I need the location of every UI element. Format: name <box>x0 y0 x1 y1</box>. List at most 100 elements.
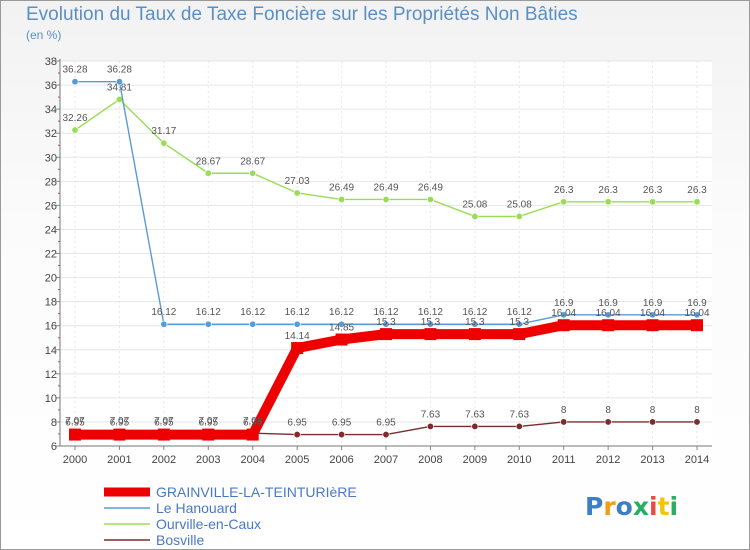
data-label: 15.3 <box>376 317 396 328</box>
data-point <box>293 320 301 328</box>
axes: 6 8 10 12 14 16 18 20 22 24 26 28 30 32 34 36 38 2000 2001… <box>45 56 712 466</box>
x-tick-label: 2003 <box>196 454 220 466</box>
data-label: 16.9 <box>554 298 574 309</box>
data-label: 16.12 <box>507 307 532 318</box>
data-label: 7.07 <box>65 416 85 427</box>
data-label: 6.95 <box>243 418 263 429</box>
logo-letter: P <box>585 492 603 521</box>
data-label: 16.12 <box>151 307 176 318</box>
logo-letter: i <box>649 492 658 521</box>
data-label: 7.07 <box>199 416 219 427</box>
data-point <box>113 428 126 441</box>
data-point <box>560 198 568 206</box>
data-point <box>71 126 79 134</box>
data-point <box>515 422 523 430</box>
data-label: 15.3 <box>510 317 530 328</box>
data-point <box>604 198 612 206</box>
data-label: 16.12 <box>329 307 354 318</box>
data-point <box>646 319 659 332</box>
data-point <box>71 78 79 86</box>
x-tick-label: 2008 <box>418 454 442 466</box>
logo-letter: x <box>633 492 649 521</box>
data-point <box>693 418 701 426</box>
data-point <box>380 328 392 341</box>
data-labels: 6.95 6.95 6.95 6.95 6.95 14.14 14.85 15.3 15.3 15… <box>62 65 709 429</box>
x-tick-label: 2006 <box>329 454 353 466</box>
data-point <box>426 422 434 430</box>
data-point <box>246 428 259 441</box>
x-tick-label: 2009 <box>463 454 487 466</box>
data-point <box>426 320 434 328</box>
data-point <box>115 78 123 86</box>
data-label: 31.17 <box>151 126 176 137</box>
logo-letter: i <box>670 492 679 521</box>
data-point <box>382 195 390 203</box>
y-tick-label: 6 <box>51 441 57 453</box>
data-point <box>693 311 701 319</box>
data-point <box>202 428 215 441</box>
proxiti-logo: Proxiti <box>585 492 678 521</box>
data-label: 25.08 <box>462 199 487 210</box>
data-label: 28.67 <box>196 156 221 167</box>
legend-label-0: GRAINVILLE-LA-TEINTURIèRE <box>156 484 357 500</box>
data-label: 14.14 <box>285 331 310 342</box>
data-point <box>604 311 612 319</box>
data-point <box>471 212 479 220</box>
data-label: 16.12 <box>240 307 265 318</box>
data-label: 6.95 <box>65 418 85 429</box>
data-label: 7.63 <box>421 409 441 420</box>
y-tick-label: 26 <box>45 200 57 212</box>
data-point <box>560 311 568 319</box>
data-label: 34.81 <box>107 82 132 93</box>
data-point <box>69 428 81 441</box>
data-point <box>649 311 657 319</box>
legend-label-2: Ourville-en-Caux <box>156 516 261 532</box>
data-label: 8 <box>605 405 611 416</box>
data-point <box>157 428 170 441</box>
x-tick-label: 2010 <box>507 454 531 466</box>
data-label: 26.49 <box>373 182 398 193</box>
data-label: 27.03 <box>285 176 310 187</box>
data-point <box>293 189 301 197</box>
logo-letter: r <box>603 492 616 521</box>
data-label: 8 <box>694 405 700 416</box>
y-tick-label: 36 <box>45 80 57 92</box>
x-tick-label: 2000 <box>63 454 87 466</box>
data-point <box>649 418 657 426</box>
data-label: 16.04 <box>684 308 709 319</box>
data-point <box>249 320 257 328</box>
data-point <box>468 328 481 341</box>
y-tick-label: 34 <box>45 104 57 116</box>
x-tick-label: 2011 <box>552 454 576 466</box>
data-label: 6.95 <box>110 418 130 429</box>
data-point <box>160 320 168 328</box>
x-tick-label: 2013 <box>640 454 664 466</box>
data-label: 7.63 <box>510 409 530 420</box>
data-label: 15.3 <box>421 317 441 328</box>
y-tick-label: 38 <box>45 56 57 68</box>
y-tick-label: 30 <box>45 152 57 164</box>
data-label: 26.49 <box>329 182 354 193</box>
y-tick-label: 12 <box>45 369 57 381</box>
data-label: 16.04 <box>640 308 665 319</box>
data-label: 7.07 <box>110 416 130 427</box>
data-label: 6.95 <box>376 418 396 429</box>
data-point <box>604 418 612 426</box>
data-label: 26.3 <box>643 185 663 196</box>
x-tick-label: 2005 <box>285 454 309 466</box>
series-layer <box>69 78 703 441</box>
data-label: 16.12 <box>418 307 443 318</box>
legend-label-3: Bosville <box>156 532 204 548</box>
chart-title: Evolution du Taux de Taxe Foncière sur l… <box>26 4 578 25</box>
data-point <box>293 431 301 439</box>
y-tick-label: 16 <box>45 321 57 333</box>
data-label: 26.49 <box>418 182 443 193</box>
data-label: 16.9 <box>643 298 663 309</box>
data-label: 14.85 <box>329 323 354 334</box>
y-tick-label: 32 <box>45 128 57 140</box>
y-tick-label: 24 <box>45 224 57 236</box>
data-label: 7.08 <box>243 416 263 427</box>
data-label: 16.04 <box>596 308 621 319</box>
data-label: 16.12 <box>285 307 310 318</box>
